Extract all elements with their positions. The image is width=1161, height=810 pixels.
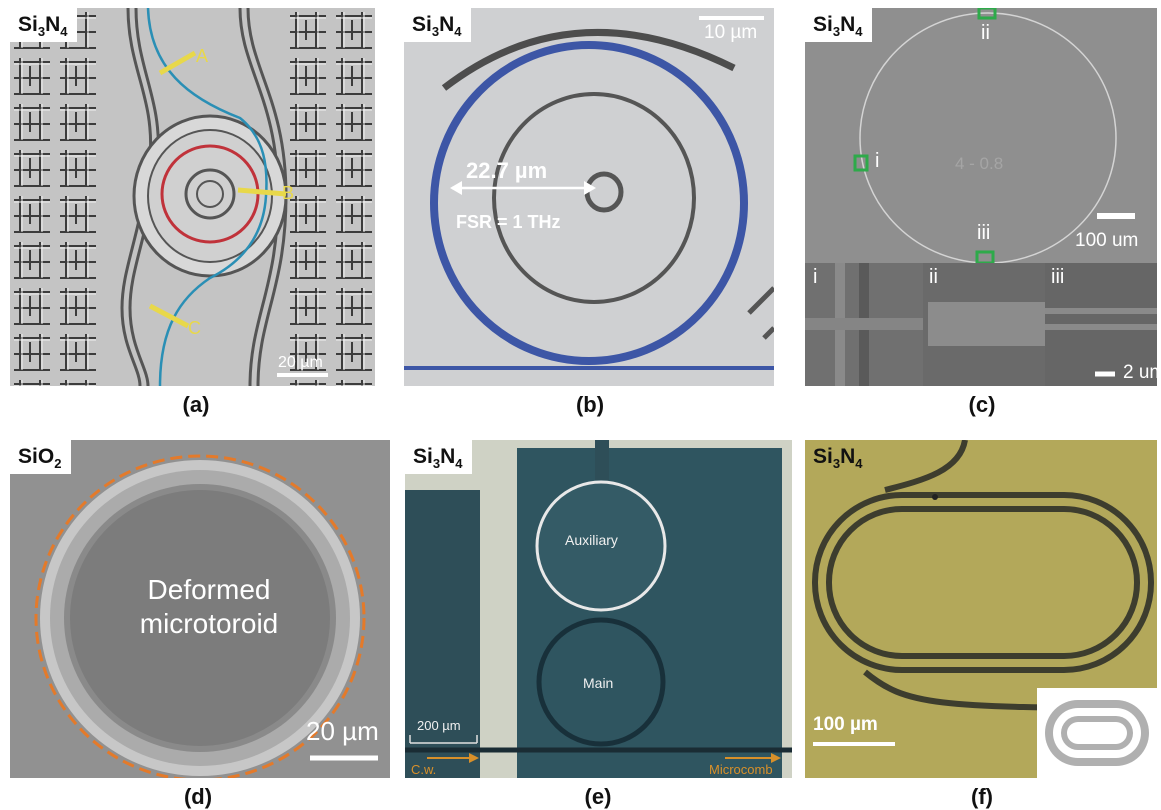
main-label: Main — [583, 675, 614, 691]
fsr-label: FSR = 1 THz — [456, 212, 561, 232]
panel-b-image — [404, 16, 774, 370]
scale-label-d: 20 µm — [306, 716, 379, 746]
main-ring — [536, 617, 666, 747]
inset-scale-label: 2 um — [1123, 362, 1157, 383]
scale-label-b: 10 µm — [704, 22, 758, 43]
inset-label-i: i — [813, 266, 818, 288]
toroid-label-line2: microtoroid — [139, 608, 279, 639]
material-label-c: Si3N4 — [805, 8, 873, 43]
label-ii: ii — [981, 22, 990, 44]
label-c: C — [188, 318, 201, 338]
microcomb-label: Microcomb — [709, 762, 773, 777]
inset-label-ii: ii — [929, 266, 938, 288]
cw-label: C.w. — [411, 762, 437, 777]
material-label-d: SiO2 — [10, 440, 72, 475]
material-label-e: Si3N4 — [405, 440, 473, 475]
label-iii: iii — [977, 222, 991, 244]
inset-label-iii: iii — [1051, 266, 1065, 288]
caption-d: (d) — [183, 784, 213, 809]
marker-line-a — [158, 50, 197, 76]
racetrack-outer — [812, 492, 1154, 673]
blue-ring — [430, 41, 748, 365]
panel-f: Si3N4 100 µm — [805, 440, 1157, 778]
marker-i — [853, 154, 869, 172]
material-label-b: Si3N4 — [404, 8, 472, 43]
panel-d: SiO2 Deformed microtoroid 20 µm — [10, 440, 390, 778]
panel-e-image — [405, 440, 792, 778]
faint-label: 4 - 0.8 — [955, 154, 1004, 173]
racetrack-inner — [826, 506, 1140, 659]
label-a: A — [196, 46, 209, 66]
marker-line-c — [148, 303, 190, 329]
caption-e: (e) — [584, 784, 612, 809]
panel-e: Si3N4 Auxiliary Main 200 µm C.w. Microco… — [405, 440, 792, 778]
diameter-label: 22.7 µm — [466, 158, 548, 183]
scale-label-f: 100 µm — [813, 714, 878, 735]
auxiliary-ring — [535, 480, 667, 612]
panel-a: Si3N4 A B C 20 µm — [10, 8, 375, 386]
scale-label-c: 100 um — [1075, 230, 1139, 251]
marker-line-b — [237, 187, 287, 197]
label-b: B — [282, 183, 295, 203]
scale-label-a: 20 µm — [278, 354, 323, 371]
panel-c-image — [805, 8, 1157, 386]
panel-f-image — [812, 440, 1157, 778]
orange-dashed-outline — [34, 454, 366, 778]
cw-arrow — [469, 753, 479, 763]
cyan-waveguide — [146, 8, 268, 386]
caption-f: (f) — [971, 784, 993, 809]
toroid-label-line1: Deformed — [147, 574, 271, 605]
panel-a-image — [10, 8, 375, 386]
marker-ii — [977, 8, 997, 20]
panel-c: Si3N4 ii i 4 - 0.8 iii 100 um i ii iii 2… — [805, 8, 1157, 386]
scale-label-e: 200 µm — [417, 718, 461, 733]
microcomb-arrow — [771, 753, 781, 763]
material-label-a: Si3N4 — [10, 8, 78, 43]
auxiliary-label: Auxiliary — [565, 532, 618, 548]
material-label-f: Si3N4 — [813, 445, 863, 472]
label-i: i — [875, 150, 880, 172]
caption-b: (b) — [575, 392, 605, 417]
caption-a: (a) — [182, 392, 210, 417]
caption-c: (c) — [968, 392, 996, 417]
panel-d-image — [10, 440, 390, 778]
panel-b: Si3N4 10 µm 22.7 µm FSR = 1 THz — [404, 8, 774, 386]
